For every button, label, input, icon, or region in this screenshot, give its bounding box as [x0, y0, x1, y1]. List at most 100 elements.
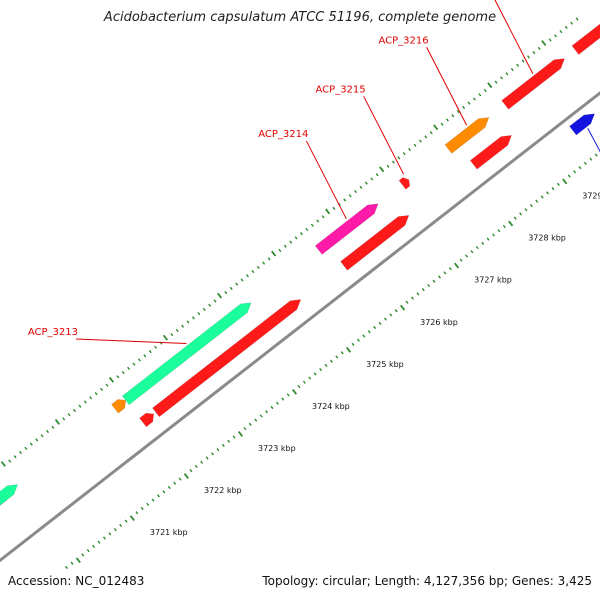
outer-scale-tick [440, 122, 444, 126]
inner-scale-tick [594, 153, 598, 157]
outer-scale-tick [262, 261, 266, 265]
inner-scale-tick [119, 523, 123, 527]
outer-scale-tick [300, 232, 303, 236]
inner-scale-tick [124, 519, 128, 523]
outer-scale-tick [132, 362, 136, 366]
inner-scale-tick [351, 342, 355, 346]
outer-scale-tick [433, 124, 439, 131]
outer-scale-tick [73, 408, 77, 413]
outer-scale-tick [424, 135, 428, 139]
inner-scale-tick [438, 275, 441, 279]
outer-scale-tick [8, 459, 12, 463]
gene-label-leader [426, 47, 468, 126]
outer-scale-tick [305, 227, 309, 232]
inner-scale-tick [254, 418, 258, 422]
inner-scale-tick [324, 363, 328, 368]
inner-scale-tick [183, 473, 189, 479]
inner-scale-tick [589, 157, 593, 161]
outer-scale-tick [418, 139, 422, 143]
inner-scale-tick [535, 199, 539, 203]
inner-scale-tick [335, 355, 339, 359]
gene-arrow [340, 215, 410, 271]
inner-scale-tick [265, 410, 269, 414]
gene-label: ACP_3213 [28, 327, 78, 338]
inner-scale-tick [519, 212, 523, 216]
inner-scale-tick [416, 292, 420, 296]
outer-scale-tick [541, 40, 547, 46]
outer-scale-tick [29, 442, 33, 446]
inner-scale-tick [475, 245, 479, 250]
genome-title: Acidobacterium capsulatum ATCC 51196, co… [103, 10, 497, 25]
inner-scale-tick [356, 338, 360, 342]
inner-scale-tick [389, 313, 393, 317]
inner-scale-tick [275, 401, 279, 405]
inner-scale-tick [383, 317, 387, 321]
inner-scale-tick [162, 490, 166, 494]
outer-scale-tick [181, 324, 185, 328]
inner-scale-tick [470, 250, 474, 254]
inner-scale-tick [173, 481, 177, 485]
gene-label: ACP_3216 [378, 35, 428, 46]
inner-scale-tick [497, 229, 501, 233]
outer-scale-tick [240, 278, 244, 282]
outer-scale-tick [127, 366, 131, 370]
outer-scale-tick [386, 164, 390, 168]
gene-label: ACP_3214 [258, 129, 308, 140]
inner-scale-tick [329, 359, 333, 363]
inner-scale-tick [291, 388, 298, 395]
outer-scale-tick [175, 328, 179, 333]
inner-scale-tick [432, 279, 436, 283]
outer-scale-tick [251, 269, 255, 274]
outer-scale-tick [451, 114, 455, 118]
gene-label: ACP_3215 [316, 84, 366, 95]
inner-scale-tick [502, 224, 506, 229]
inner-scale-tick [270, 405, 274, 410]
genome-summary: Topology: circular; Length: 4,127,356 bp… [262, 574, 592, 588]
outer-scale-tick [478, 93, 482, 97]
inner-scale-tick [573, 170, 577, 174]
outer-scale-tick [197, 312, 201, 316]
outer-scale-tick [537, 46, 541, 51]
inner-scale-tick [113, 527, 117, 532]
outer-scale-tick [316, 219, 320, 223]
scale-label: 3728 kbp [528, 234, 566, 243]
inner-scale-tick [492, 233, 496, 237]
inner-scale-tick [546, 191, 550, 195]
inner-scale-tick [151, 498, 155, 502]
outer-scale-tick [170, 333, 174, 337]
outer-scale-tick [456, 109, 460, 114]
outer-scale-tick [246, 274, 249, 278]
outer-scale-tick [154, 345, 158, 349]
inner-scale-tick [394, 309, 398, 313]
gene-label-leader [494, 0, 534, 74]
gene-label-leader [363, 96, 405, 175]
inner-scale-tick [189, 469, 193, 473]
inner-scale-tick [486, 237, 490, 241]
gene-arrow [314, 203, 379, 255]
outer-scale-tick [472, 97, 476, 101]
inner-scale-tick [108, 532, 112, 536]
outer-scale-tick [202, 307, 206, 312]
inner-scale-tick [308, 376, 312, 380]
outer-scale-tick [462, 105, 466, 109]
scale-label: 3721 kbp [150, 528, 188, 537]
inner-scale-tick [551, 187, 555, 191]
outer-scale-tick [516, 63, 520, 67]
outer-scale-tick [294, 236, 298, 240]
outer-scale-tick [267, 257, 271, 261]
inner-scale-tick [259, 414, 263, 418]
inner-scale-tick [405, 300, 409, 304]
outer-scale-tick [116, 375, 120, 379]
outer-scale-tick [521, 59, 525, 63]
inner-scale-tick [194, 464, 198, 469]
inner-scale-tick [135, 511, 139, 515]
outer-scale-tick [332, 206, 336, 211]
outer-scale-tick [467, 101, 471, 105]
inner-scale-tick [297, 384, 301, 389]
outer-scale-tick [89, 396, 93, 400]
outer-scale-tick [575, 17, 579, 21]
inner-scale-tick [373, 325, 377, 330]
outer-scale-tick [487, 82, 493, 89]
